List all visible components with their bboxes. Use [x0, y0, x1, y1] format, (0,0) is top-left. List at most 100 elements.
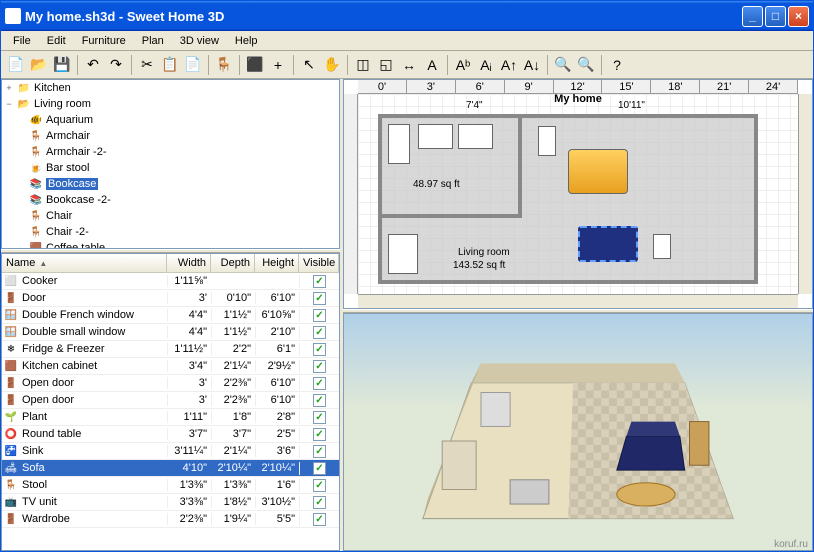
table-row[interactable]: 🚪Wardrobe2'2⅜"1'9¼"5'5"✓ — [2, 511, 339, 528]
column-header-width[interactable]: Width — [167, 254, 211, 272]
menu-plan[interactable]: Plan — [134, 33, 172, 49]
column-header-depth[interactable]: Depth — [211, 254, 255, 272]
create-walls-icon[interactable]: ◫ — [352, 54, 374, 76]
furniture-bed[interactable] — [568, 149, 628, 194]
bold-icon[interactable]: Aᵇ — [452, 54, 474, 76]
table-row[interactable]: ⬜Cooker1'11⅝"✓ — [2, 273, 339, 290]
minimize-button[interactable]: _ — [742, 6, 763, 27]
menu-help[interactable]: Help — [227, 33, 266, 49]
tree-item[interactable]: 🪑Armchair -2- — [2, 144, 339, 160]
visible-checkbox[interactable]: ✓ — [313, 479, 326, 492]
paste-icon[interactable]: 📄 — [182, 54, 204, 76]
visible-checkbox[interactable]: ✓ — [313, 326, 326, 339]
visible-checkbox[interactable]: ✓ — [313, 428, 326, 441]
tree-item[interactable]: −📂Living room — [2, 96, 339, 112]
furniture-plant[interactable] — [653, 234, 671, 259]
furniture-item[interactable] — [388, 124, 410, 164]
tree-item[interactable]: 🪑Armchair — [2, 128, 339, 144]
table-row[interactable]: 🟫Kitchen cabinet3'4"2'1¼"2'9½"✓ — [2, 358, 339, 375]
text-icon[interactable]: A — [421, 54, 443, 76]
select-icon[interactable]: ↖ — [298, 54, 320, 76]
menu-3d-view[interactable]: 3D view — [172, 33, 227, 49]
vertical-scrollbar[interactable] — [798, 94, 812, 294]
visible-checkbox[interactable]: ✓ — [313, 377, 326, 390]
visible-checkbox[interactable]: ✓ — [313, 292, 326, 305]
visible-checkbox[interactable]: ✓ — [313, 462, 326, 475]
table-row[interactable]: 🪑Stool1'3⅜"1'3⅜"1'6"✓ — [2, 477, 339, 494]
menu-furniture[interactable]: Furniture — [74, 33, 134, 49]
horizontal-scrollbar[interactable] — [358, 294, 798, 308]
tree-item[interactable]: 🐠Aquarium — [2, 112, 339, 128]
close-button[interactable]: × — [788, 6, 809, 27]
table-row[interactable]: ⭕Round table3'7"3'7"2'5"✓ — [2, 426, 339, 443]
table-row[interactable]: 🚪Open door3'2'2⅜"6'10"✓ — [2, 375, 339, 392]
furniture-item[interactable] — [538, 126, 556, 156]
visible-checkbox[interactable]: ✓ — [313, 360, 326, 373]
furniture-item[interactable] — [388, 234, 418, 274]
table-row[interactable]: ❄Fridge & Freezer1'11½"2'2"6'1"✓ — [2, 341, 339, 358]
italic-icon[interactable]: Aᵢ — [475, 54, 497, 76]
table-row[interactable]: 🪟Double small window4'4"1'1½"2'10"✓ — [2, 324, 339, 341]
inner-wall[interactable] — [518, 118, 522, 218]
tree-item[interactable]: 🍺Bar stool — [2, 160, 339, 176]
menu-edit[interactable]: Edit — [39, 33, 74, 49]
cut-icon[interactable]: ✂ — [136, 54, 158, 76]
new-icon[interactable]: 📄 — [5, 54, 27, 76]
visible-checkbox[interactable]: ✓ — [313, 445, 326, 458]
tree-item[interactable]: +📁Kitchen — [2, 80, 339, 96]
table-row[interactable]: 🪟Double French window4'4"1'1½"6'10⅝"✓ — [2, 307, 339, 324]
plan-view[interactable]: 0'3'6'9'12'15'18'21'24' My home 7'4" 10'… — [343, 79, 813, 309]
room-icon[interactable]: + — [267, 54, 289, 76]
menu-file[interactable]: File — [5, 33, 39, 49]
increase-icon[interactable]: A↑ — [498, 54, 520, 76]
pan-icon[interactable]: ✋ — [321, 54, 343, 76]
visible-checkbox[interactable]: ✓ — [313, 411, 326, 424]
tree-item[interactable]: 🟫Coffee table — [2, 240, 339, 249]
table-row[interactable]: 📺TV unit3'3⅜"1'8½"3'10½"✓ — [2, 494, 339, 511]
tree-item[interactable]: 📚Bookcase — [2, 176, 339, 192]
column-header-height[interactable]: Height — [255, 254, 299, 272]
undo-icon[interactable]: ↶ — [82, 54, 104, 76]
visible-checkbox[interactable]: ✓ — [313, 343, 326, 356]
furniture-sofa-selected[interactable] — [578, 226, 638, 262]
titlebar[interactable]: My home.sh3d - Sweet Home 3D _ □ × — [1, 1, 813, 31]
visible-checkbox[interactable]: ✓ — [313, 513, 326, 526]
furniture-item[interactable] — [418, 124, 453, 149]
copy-icon[interactable]: 📋 — [159, 54, 181, 76]
decrease-icon[interactable]: A↓ — [521, 54, 543, 76]
tree-item[interactable]: 📚Bookcase -2- — [2, 192, 339, 208]
tree-item[interactable]: 🪑Chair — [2, 208, 339, 224]
redo-icon[interactable]: ↷ — [105, 54, 127, 76]
maximize-button[interactable]: □ — [765, 6, 786, 27]
table-row[interactable]: 🛋Sofa4'10"2'10¼"2'10¼"✓ — [2, 460, 339, 477]
help-icon[interactable]: ? — [606, 54, 628, 76]
tree-item[interactable]: 🪑Chair -2- — [2, 224, 339, 240]
furniture-item[interactable] — [458, 124, 493, 149]
visible-checkbox[interactable]: ✓ — [313, 275, 326, 288]
save-icon[interactable]: 💾 — [51, 54, 73, 76]
furniture-list-table[interactable]: Name Width Depth Height Visible ⬜Cooker1… — [1, 253, 340, 551]
create-rooms-icon[interactable]: ◱ — [375, 54, 397, 76]
dimensions-icon[interactable]: ↔ — [398, 54, 420, 76]
visible-checkbox[interactable]: ✓ — [313, 309, 326, 322]
column-header-name[interactable]: Name — [2, 254, 167, 272]
add-furniture-icon[interactable]: 🪑 — [213, 54, 235, 76]
room-area-label: 143.52 sq ft — [453, 260, 505, 271]
column-header-visible[interactable]: Visible — [299, 254, 339, 272]
furniture-catalog-tree[interactable]: +📁Kitchen−📂Living room🐠Aquarium🪑Armchair… — [1, 79, 340, 249]
room-area-label: 48.97 sq ft — [413, 179, 460, 190]
table-row[interactable]: 🌱Plant1'11"1'8"2'8"✓ — [2, 409, 339, 426]
table-row[interactable]: 🚪Door3'0'10"6'10"✓ — [2, 290, 339, 307]
3d-view[interactable] — [343, 313, 813, 551]
visible-checkbox[interactable]: ✓ — [313, 496, 326, 509]
table-row[interactable]: 🚰Sink3'11¼"2'1¼"3'6"✓ — [2, 443, 339, 460]
horizontal-ruler: 0'3'6'9'12'15'18'21'24' — [358, 80, 798, 94]
zoom-out-icon[interactable]: 🔍 — [575, 54, 597, 76]
wall-icon[interactable]: ⬛ — [244, 54, 266, 76]
zoom-in-icon[interactable]: 🔍 — [552, 54, 574, 76]
table-row[interactable]: 🚪Open door3'2'2⅜"6'10"✓ — [2, 392, 339, 409]
plan-grid[interactable]: My home 7'4" 10'11" 48.97 sq ft Living r… — [358, 94, 798, 294]
visible-checkbox[interactable]: ✓ — [313, 394, 326, 407]
inner-wall[interactable] — [382, 214, 522, 218]
open-icon[interactable]: 📂 — [28, 54, 50, 76]
